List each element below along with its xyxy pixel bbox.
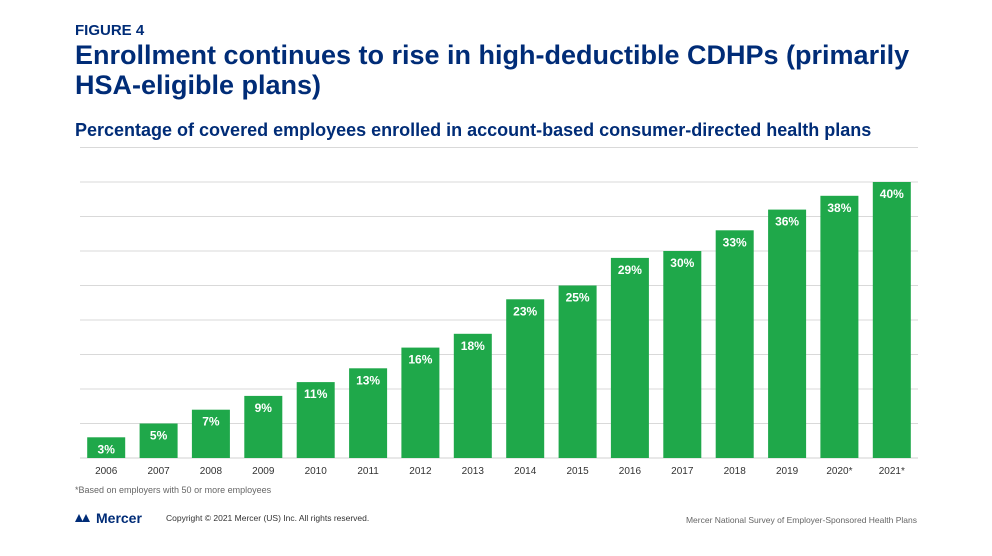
footnote: *Based on employers with 50 or more empl…	[75, 485, 272, 495]
copyright-notice: Copyright © 2021 Mercer (US) Inc. All ri…	[166, 513, 370, 523]
x-axis-tick-labels: 2006 2007 2008 2009 2010 2011 2012 2013 2014 2015…	[95, 466, 905, 477]
figure-label: FIGURE 4	[75, 22, 145, 39]
bar-value-label: 13%	[356, 373, 380, 387]
x-tick-label: 2016	[619, 466, 642, 477]
x-tick-label: 2012	[409, 466, 432, 477]
bar-2010	[296, 382, 335, 458]
bar-value-label: 29%	[618, 263, 642, 277]
bar-value-label: 9%	[255, 401, 273, 415]
bar-2015	[558, 285, 597, 458]
bar-2011	[349, 368, 388, 458]
bar-value-label: 16%	[408, 353, 432, 367]
bar-value-label: 23%	[513, 304, 537, 318]
source-note: Mercer National Survey of Employer-Spons…	[685, 515, 917, 525]
x-tick-label: 2011	[357, 466, 379, 477]
x-tick-label: 2017	[671, 466, 694, 477]
bar-value-label: 11%	[304, 387, 328, 401]
bar-value-label: 40%	[880, 187, 904, 201]
bar-value-label: 18%	[461, 339, 485, 353]
x-tick-label: 2021*	[879, 466, 905, 477]
value-labels: 3% 5% 7% 9% 11% 13% 16% 18% 23% 25% 29% 30% 33% 36% 38…	[98, 187, 905, 456]
bar-2021*	[872, 182, 911, 458]
bar-value-label: 30%	[670, 256, 694, 270]
logo-text: Mercer	[96, 510, 142, 526]
bar-2007	[139, 423, 178, 458]
x-tick-label: 2008	[200, 466, 223, 477]
x-tick-label: 2018	[724, 466, 747, 477]
bar-2016	[610, 257, 649, 458]
bars	[87, 182, 911, 459]
bar-2020*	[820, 195, 859, 459]
bar-value-label: 7%	[202, 415, 220, 429]
bar-2019	[768, 209, 807, 458]
bar-2008	[191, 409, 230, 458]
x-tick-label: 2006	[95, 466, 118, 477]
chart-title: Enrollment continues to rise in high-ded…	[75, 40, 910, 100]
x-tick-label: 2010	[305, 466, 328, 477]
bar-2006	[87, 437, 126, 458]
bar-2018	[715, 230, 754, 458]
x-tick-label: 2007	[147, 466, 170, 477]
mercer-logo[interactable]: Mercer	[74, 510, 142, 526]
x-tick-label: 2014	[514, 466, 537, 477]
bar-value-label: 38%	[827, 201, 851, 215]
bar-2012	[401, 347, 440, 458]
chart-subtitle: Percentage of covered employees enrolled…	[75, 120, 872, 140]
bar-value-label: 25%	[566, 291, 590, 305]
x-tick-label: 2009	[252, 466, 275, 477]
bar-value-label: 36%	[775, 215, 799, 229]
bar-value-label: 3%	[98, 442, 116, 456]
mercer-logo-icon	[75, 514, 90, 522]
x-tick-label: 2020*	[826, 466, 852, 477]
bar-2017	[663, 251, 702, 458]
bar-value-label: 5%	[150, 429, 168, 443]
bar-2014	[506, 299, 545, 458]
x-tick-label: 2019	[776, 466, 799, 477]
bar-value-label: 33%	[723, 235, 747, 249]
bar-2009	[244, 395, 283, 458]
bar-2013	[453, 333, 492, 458]
x-tick-label: 2013	[462, 466, 485, 477]
x-tick-label: 2015	[566, 466, 589, 477]
